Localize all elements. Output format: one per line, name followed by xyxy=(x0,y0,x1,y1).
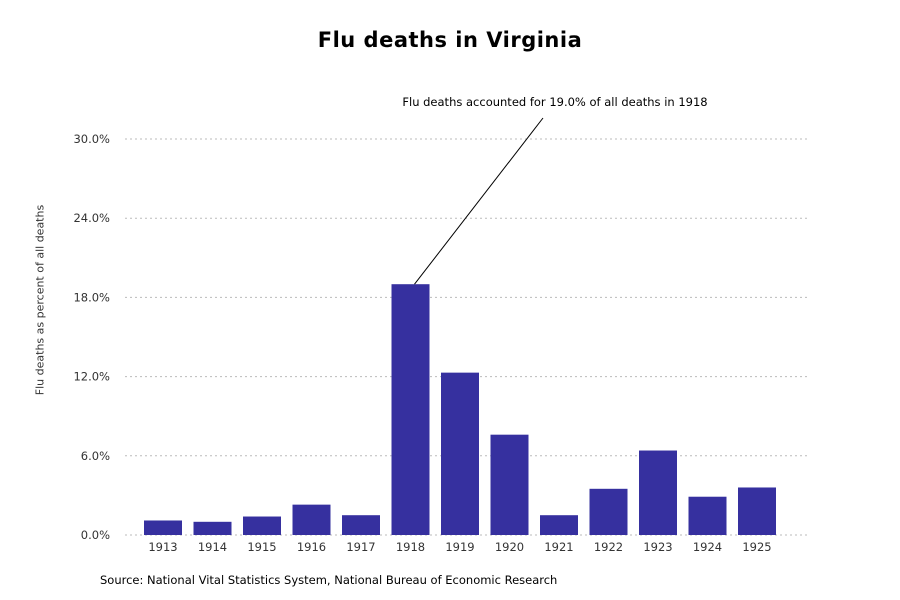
bar-1921 xyxy=(540,515,578,535)
x-tick-label: 1925 xyxy=(742,540,771,554)
bar-1922 xyxy=(589,488,628,535)
bar-1916 xyxy=(292,504,331,535)
bar-1917 xyxy=(342,515,380,535)
bar-1919 xyxy=(441,372,479,535)
x-tick-label: 1924 xyxy=(693,540,722,554)
x-tick-label: 1920 xyxy=(495,540,524,554)
y-tick-label: 24.0% xyxy=(73,211,110,225)
x-tick-label: 1922 xyxy=(594,540,623,554)
x-tick-label: 1919 xyxy=(445,540,474,554)
bar-1920 xyxy=(490,434,529,535)
bar-1914 xyxy=(193,521,232,535)
x-tick-label: 1914 xyxy=(198,540,227,554)
y-tick-label: 0.0% xyxy=(81,528,110,542)
x-tick-label: 1917 xyxy=(346,540,375,554)
y-tick-label: 30.0% xyxy=(73,132,110,146)
bar-1925 xyxy=(738,487,776,535)
bar-1924 xyxy=(688,496,727,535)
chart-title: Flu deaths in Virginia xyxy=(317,28,583,52)
bar-1918 xyxy=(391,284,430,535)
y-tick-label: 12.0% xyxy=(73,370,110,384)
annotation-line xyxy=(414,117,544,285)
x-tick-label: 1916 xyxy=(297,540,326,554)
bar-1923 xyxy=(639,450,677,535)
x-tick-label: 1921 xyxy=(544,540,573,554)
annotation-text: Flu deaths accounted for 19.0% of all de… xyxy=(402,95,708,109)
bar-1915 xyxy=(243,516,281,535)
bar-1913 xyxy=(144,520,182,535)
y-tick-label: 18.0% xyxy=(73,290,110,304)
source-text: Source: National Vital Statistics System… xyxy=(100,573,558,587)
x-tick-label: 1923 xyxy=(643,540,672,554)
y-tick-label: 6.0% xyxy=(81,449,110,463)
x-tick-label: 1915 xyxy=(247,540,276,554)
x-tick-label: 1913 xyxy=(148,540,177,554)
x-tick-label: 1918 xyxy=(396,540,425,554)
